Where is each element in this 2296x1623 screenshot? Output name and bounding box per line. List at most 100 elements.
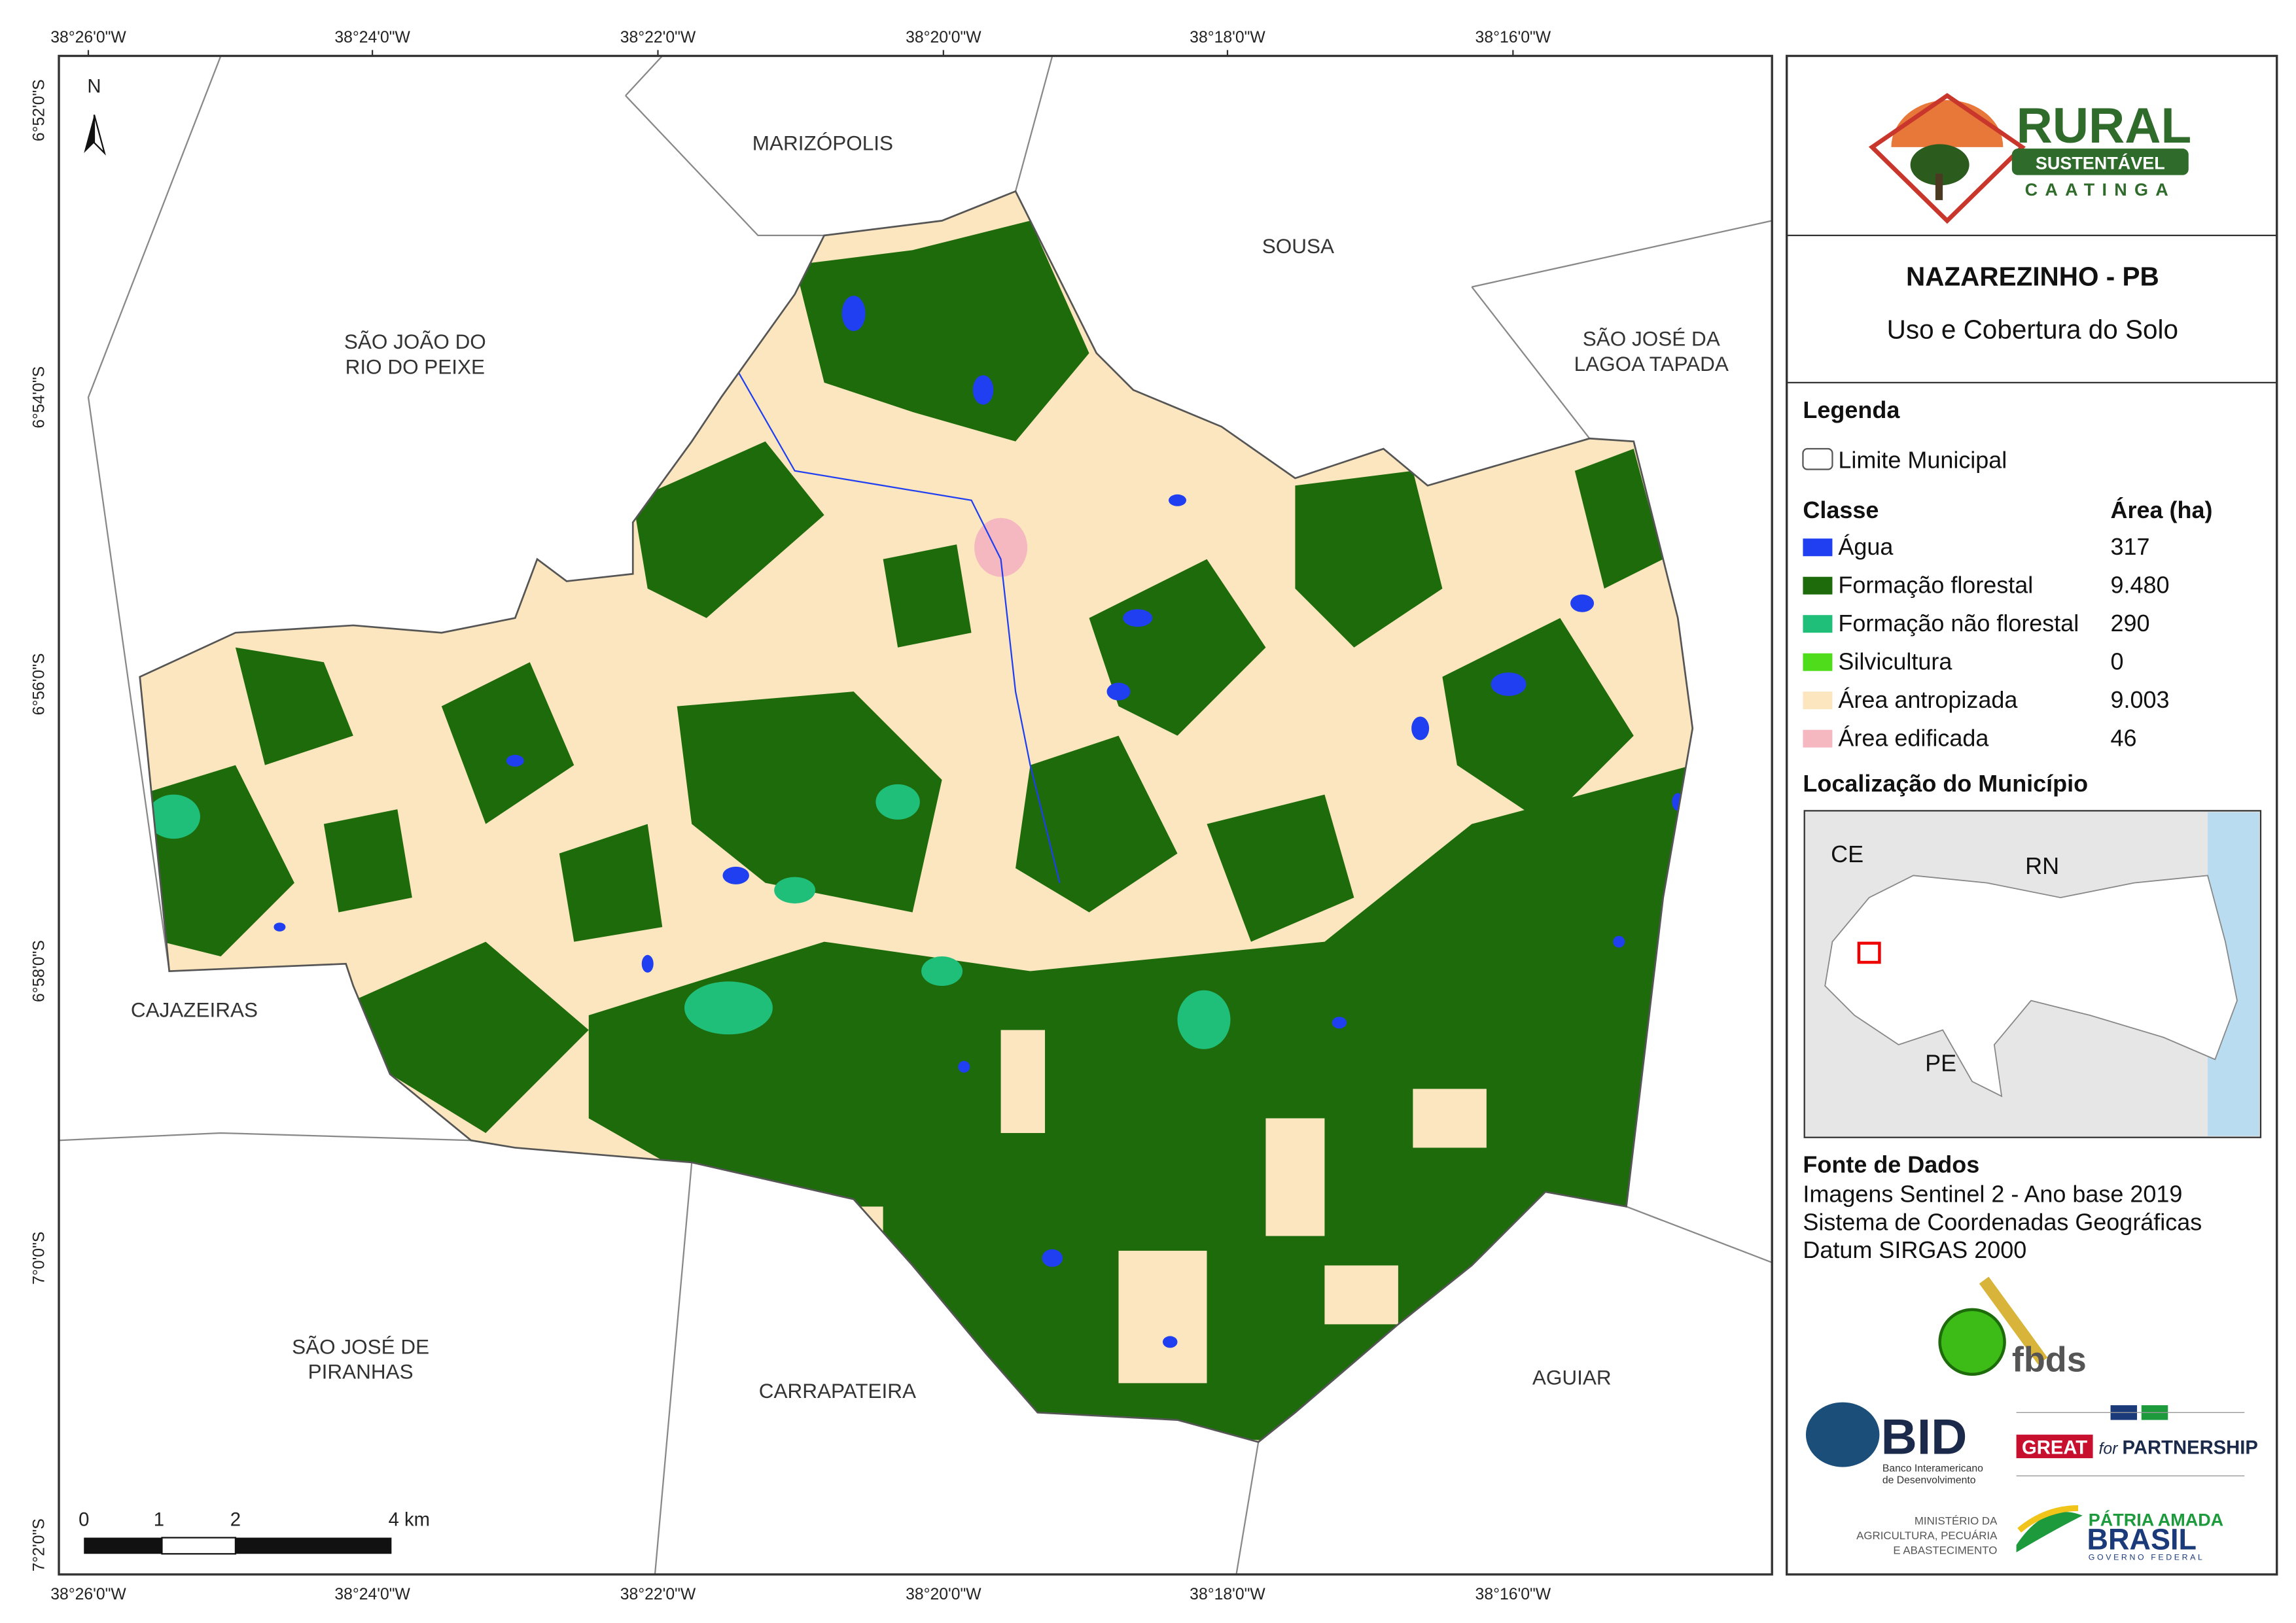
- north-arrow: [93, 114, 106, 156]
- place-name: PIRANHAS: [308, 1360, 414, 1384]
- lat-label: 6°58'0"S: [31, 940, 48, 1002]
- lon-label: 38°24'0"W: [334, 29, 410, 46]
- legend-area: 290: [2111, 610, 2150, 637]
- lon-label: 38°24'0"W: [334, 1586, 410, 1603]
- legend-area: 317: [2111, 533, 2150, 560]
- place-name: SOUSA: [1262, 234, 1334, 258]
- legend-label: Silvicultura: [1838, 648, 1952, 674]
- patria: PÁTRIA AMADA: [2089, 1510, 2223, 1530]
- legend-swatch: [1803, 576, 1833, 595]
- built-area: [974, 517, 1028, 577]
- logo-tag: CAATINGA: [2025, 180, 2176, 200]
- lat-label: 7°2'0"S: [31, 1518, 48, 1571]
- lon-label: 38°16'0"W: [1475, 1586, 1551, 1603]
- non-forest-formation: [147, 784, 1231, 1049]
- logo: RURAL SUSTENTÁVEL CAATINGA: [1868, 93, 2192, 224]
- source-line: Sistema de Coordenadas Geográficas: [1803, 1208, 2202, 1235]
- source-line: Datum SIRGAS 2000: [1803, 1236, 2026, 1263]
- scale-segment: [84, 1537, 162, 1554]
- class-header: Classe: [1803, 497, 1879, 523]
- place-name: AGUIAR: [1532, 1366, 1612, 1389]
- boundary-swatch: [1802, 447, 1833, 470]
- bid-name: de Desenvolvimento: [1882, 1475, 1976, 1486]
- legend-label: Água: [1838, 533, 1893, 560]
- state-label: RN: [2025, 852, 2059, 879]
- sources-title: Fonte de Dados: [1803, 1151, 1979, 1178]
- scale-label: 1: [154, 1510, 164, 1531]
- legend-swatch: [1803, 615, 1833, 633]
- north-arrow: [84, 114, 94, 153]
- place-name: CAJAZEIRAS: [131, 998, 258, 1021]
- ministry: AGRICULTURA, PECUÁRIA: [1856, 1529, 1998, 1542]
- lon-label: 38°26'0"W: [50, 29, 126, 46]
- logo-title: RURAL: [2017, 98, 2192, 154]
- bid-name: Banco Interamericano: [1882, 1463, 1983, 1474]
- lon-label: 38°20'0"W: [906, 29, 981, 46]
- legend-area: 46: [2111, 724, 2137, 751]
- legend-label: Área edificada: [1838, 724, 1988, 751]
- gov: GOVERNO FEDERAL: [2089, 1552, 2205, 1562]
- lat-label: 6°52'0"S: [31, 79, 48, 141]
- legend-area: 9.003: [2111, 686, 2170, 713]
- scale-segment: [235, 1537, 392, 1554]
- place-name: MARIZÓPOLIS: [752, 131, 893, 154]
- legend-area: 0: [2111, 648, 2124, 674]
- ministry: MINISTÉRIO DA: [1915, 1514, 1998, 1527]
- state-label: CE: [1831, 841, 1863, 867]
- scale-label: 0: [79, 1510, 89, 1531]
- legend-swatch: [1803, 538, 1833, 557]
- map-subtitle: Uso e Cobertura do Solo: [1887, 314, 2178, 344]
- lon-label: 38°22'0"W: [620, 29, 696, 46]
- legend-area: 9.480: [2111, 571, 2170, 598]
- ministry: E ABASTECIMENTO: [1893, 1544, 1997, 1556]
- legend-title: Legenda: [1803, 396, 1900, 423]
- water: [274, 296, 1684, 1348]
- boundary-label: Limite Municipal: [1838, 446, 2007, 473]
- area-header: Área (ha): [2111, 497, 2213, 523]
- scale-label: 2: [230, 1510, 241, 1531]
- place-name: CARRAPATEIRA: [759, 1379, 916, 1403]
- brasil: BRASIL: [2087, 1523, 2197, 1556]
- scale-label: 4 km: [389, 1510, 430, 1531]
- legend-swatch: [1803, 653, 1833, 671]
- lon-label: 38°18'0"W: [1190, 29, 1265, 46]
- great-for: for: [2099, 1440, 2119, 1457]
- lat-label: 6°56'0"S: [31, 653, 48, 715]
- legend-label: Formação não florestal: [1838, 610, 2079, 637]
- map-frame: [58, 54, 1773, 1576]
- lon-label: 38°16'0"W: [1475, 29, 1551, 46]
- legend-label: Formação florestal: [1838, 571, 2033, 598]
- logo-band: SUSTENTÁVEL: [2036, 153, 2165, 173]
- lon-label: 38°18'0"W: [1190, 1586, 1265, 1603]
- lon-label: 38°22'0"W: [620, 1586, 696, 1603]
- forest: [139, 220, 1693, 1442]
- lon-label: 38°26'0"W: [50, 1586, 126, 1603]
- place-name: RIO DO PEIXE: [345, 355, 485, 378]
- great-partnership: PARTNERSHIP: [2123, 1437, 2258, 1458]
- scale-segment: [161, 1537, 237, 1555]
- north-label: N: [87, 77, 101, 97]
- lat-label: 6°54'0"S: [31, 366, 48, 428]
- lon-label: 38°20'0"W: [906, 1586, 981, 1603]
- map-body: N 0 1 2 4 km MARIZÓPOLIS SOUSA SÃO JOÃO DORIO…: [59, 56, 1773, 1575]
- fbds-logo: fbds: [2012, 1340, 2087, 1379]
- legend-swatch: [1803, 691, 1833, 710]
- state-label: PE: [1925, 1050, 1956, 1077]
- map-title: NAZAREZINHO - PB: [1906, 261, 2159, 291]
- source-line: Imagens Sentinel 2 - Ano base 2019: [1803, 1181, 2182, 1208]
- bid-logo: BID: [1881, 1409, 1968, 1465]
- place-name: LAGOA TAPADA: [1574, 352, 1729, 375]
- location-inset: CE RN PE: [1803, 810, 2262, 1138]
- legend-label: Área antropizada: [1838, 686, 2017, 713]
- place-name: SÃO JOÃO DO: [344, 330, 486, 353]
- neighbor-boundaries: [59, 56, 1773, 1575]
- place-name: SÃO JOSÉ DA: [1583, 327, 1720, 351]
- legend-swatch: [1803, 729, 1833, 748]
- partner-logos: fbds BID Banco Interamericano de Desenvo…: [1805, 1276, 2258, 1562]
- river: [735, 367, 1061, 883]
- location-title: Localização do Município: [1803, 770, 2088, 797]
- place-name: SÃO JOSÉ DE: [292, 1335, 429, 1358]
- great-logo: GREAT: [2022, 1437, 2087, 1458]
- lat-label: 7°0'0"S: [31, 1232, 48, 1285]
